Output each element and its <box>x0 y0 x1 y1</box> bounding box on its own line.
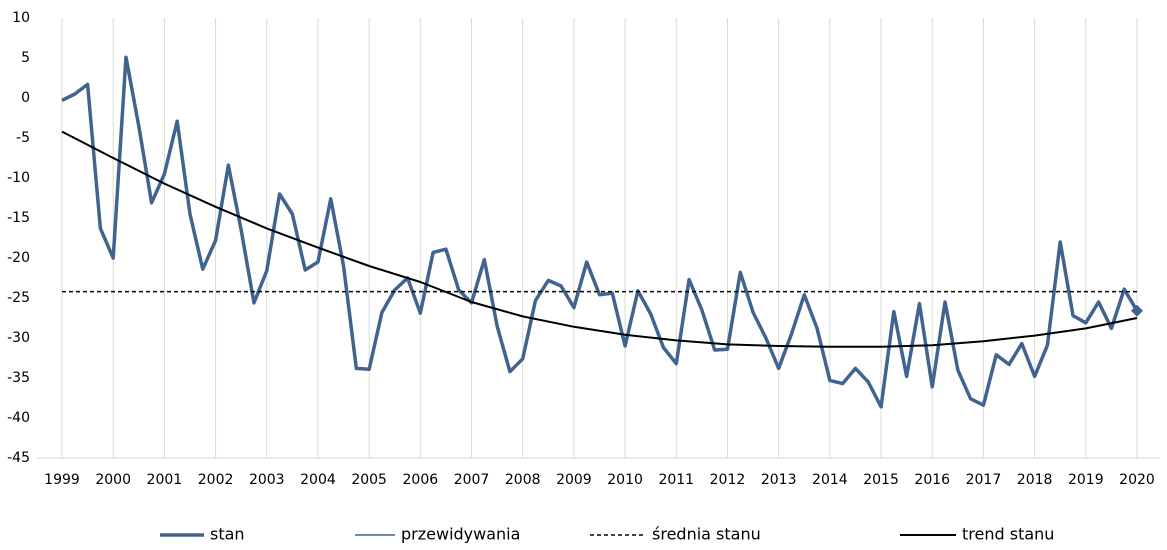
x-tick-label: 2007 <box>454 472 490 488</box>
x-tick-label: 1999 <box>44 472 80 488</box>
x-tick-label: 2001 <box>147 472 183 488</box>
legend-label: średnia stanu <box>652 525 761 544</box>
x-tick-label: 2018 <box>1017 472 1053 488</box>
x-tick-label: 2013 <box>761 472 797 488</box>
y-tick-label: -5 <box>16 130 30 146</box>
x-tick-label: 2017 <box>966 472 1002 488</box>
series-line <box>61 130 1138 348</box>
y-tick-label: -45 <box>7 450 30 466</box>
x-tick-label: 2005 <box>351 472 387 488</box>
y-tick-label: 0 <box>21 90 30 106</box>
y-tick-label: -40 <box>7 410 30 426</box>
y-tick-label: -10 <box>7 170 30 186</box>
x-tick-label: 2000 <box>95 472 131 488</box>
x-tick-label: 2004 <box>300 472 336 488</box>
legend-label: stan <box>210 525 245 544</box>
y-tick-label: -20 <box>7 250 30 266</box>
x-tick-label: 2003 <box>249 472 285 488</box>
y-tick-label: -15 <box>7 210 30 226</box>
x-tick-label: 2012 <box>710 472 746 488</box>
x-tick-label: 2011 <box>658 472 694 488</box>
x-tick-label: 2016 <box>914 472 950 488</box>
x-tick-label: 2014 <box>812 472 848 488</box>
y-tick-label: -30 <box>7 330 30 346</box>
series-marker <box>1131 304 1143 317</box>
legend-label: trend stanu <box>962 525 1054 544</box>
y-tick-label: -35 <box>7 370 30 386</box>
series-line <box>61 55 1139 409</box>
y-tick-label: 5 <box>21 50 30 66</box>
legend-label: przewidywania <box>401 525 520 544</box>
x-tick-label: 2019 <box>1068 472 1104 488</box>
x-tick-label: 2015 <box>863 472 899 488</box>
x-tick-label: 2010 <box>607 472 643 488</box>
x-tick-label: 2008 <box>505 472 541 488</box>
x-tick-label: 2002 <box>198 472 234 488</box>
x-tick-label: 2006 <box>403 472 439 488</box>
y-tick-label: -25 <box>7 290 30 306</box>
y-tick-label: 10 <box>12 10 30 26</box>
x-tick-label: 2009 <box>556 472 592 488</box>
x-tick-label: 2020 <box>1119 472 1155 488</box>
